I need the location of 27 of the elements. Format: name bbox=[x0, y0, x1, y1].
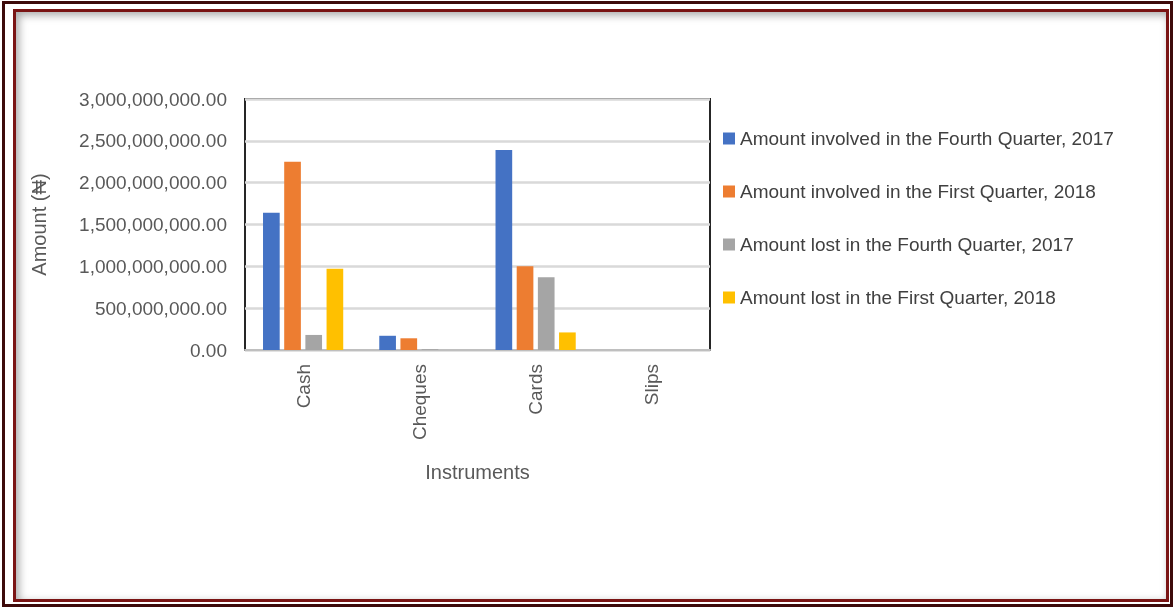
bar bbox=[379, 335, 396, 350]
x-tick-label: Slips bbox=[641, 364, 663, 406]
bar bbox=[516, 266, 534, 350]
legend-label: Amount involved in the First Quarter, 2018 bbox=[740, 181, 1096, 202]
bar bbox=[400, 338, 418, 350]
x-axis-title: Instruments bbox=[425, 461, 530, 483]
y-tick-label: 3,000,000,000.00 bbox=[79, 88, 227, 110]
y-tick-label: 0.00 bbox=[190, 339, 227, 361]
y-tick-label: 500,000,000.00 bbox=[94, 297, 227, 319]
legend-label: Amount involved in the Fourth Quarter, 2017 bbox=[740, 128, 1114, 149]
bar bbox=[559, 332, 576, 350]
y-tick-label: 2,500,000,000.00 bbox=[79, 130, 227, 152]
bar bbox=[305, 334, 323, 350]
y-axis-title: Amount (₦) bbox=[28, 173, 50, 276]
bar bbox=[537, 277, 555, 350]
x-tick-label: Cheques bbox=[408, 364, 430, 441]
x-tick-label: Cards bbox=[525, 364, 547, 415]
bar bbox=[495, 150, 513, 350]
y-tick-label: 2,000,000,000.00 bbox=[79, 172, 227, 194]
bar bbox=[326, 268, 344, 350]
legend-label: Amount lost in the First Quarter, 2018 bbox=[740, 287, 1056, 308]
x-tick-label: Cash bbox=[292, 364, 314, 409]
y-tick-label: 1,500,000,000.00 bbox=[79, 214, 227, 235]
y-tick-label: 1,000,000,000.00 bbox=[79, 255, 227, 277]
legend-label: Amount lost in the Fourth Quarter, 2017 bbox=[740, 234, 1074, 255]
bar bbox=[263, 212, 280, 350]
bar bbox=[284, 161, 301, 350]
